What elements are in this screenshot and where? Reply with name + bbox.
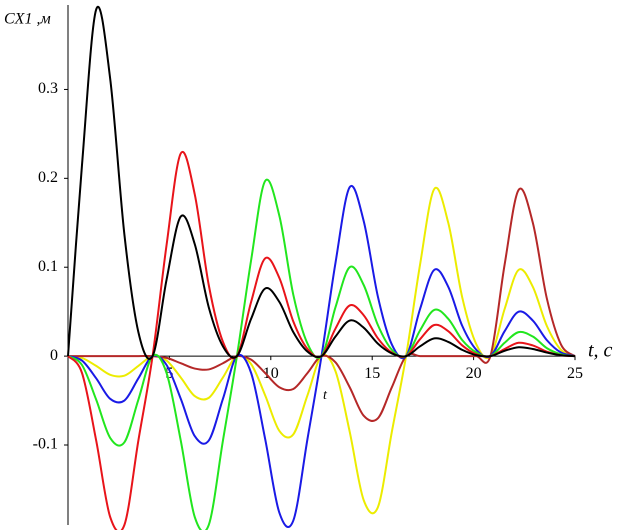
y-tick-label: 0.2 [38,169,58,186]
x-tick-label: 25 [567,365,583,382]
x-axis-label: t, c [588,340,613,362]
x-tick-label: 20 [466,365,482,382]
y-tick-label: 0.1 [38,258,58,275]
y-axis-label: CX1 ,м [4,11,51,28]
series-line [67,187,576,422]
x-tick-label: 10 [263,365,279,382]
x-tick-label: 15 [364,365,380,382]
annotation: t [323,388,328,403]
series-line [67,5,576,360]
x-tick-label: 5 [165,365,173,382]
y-tick-label: 0 [50,347,58,364]
y-tick-label: 0.3 [38,80,58,97]
y-tick-label: -0.1 [33,436,58,453]
